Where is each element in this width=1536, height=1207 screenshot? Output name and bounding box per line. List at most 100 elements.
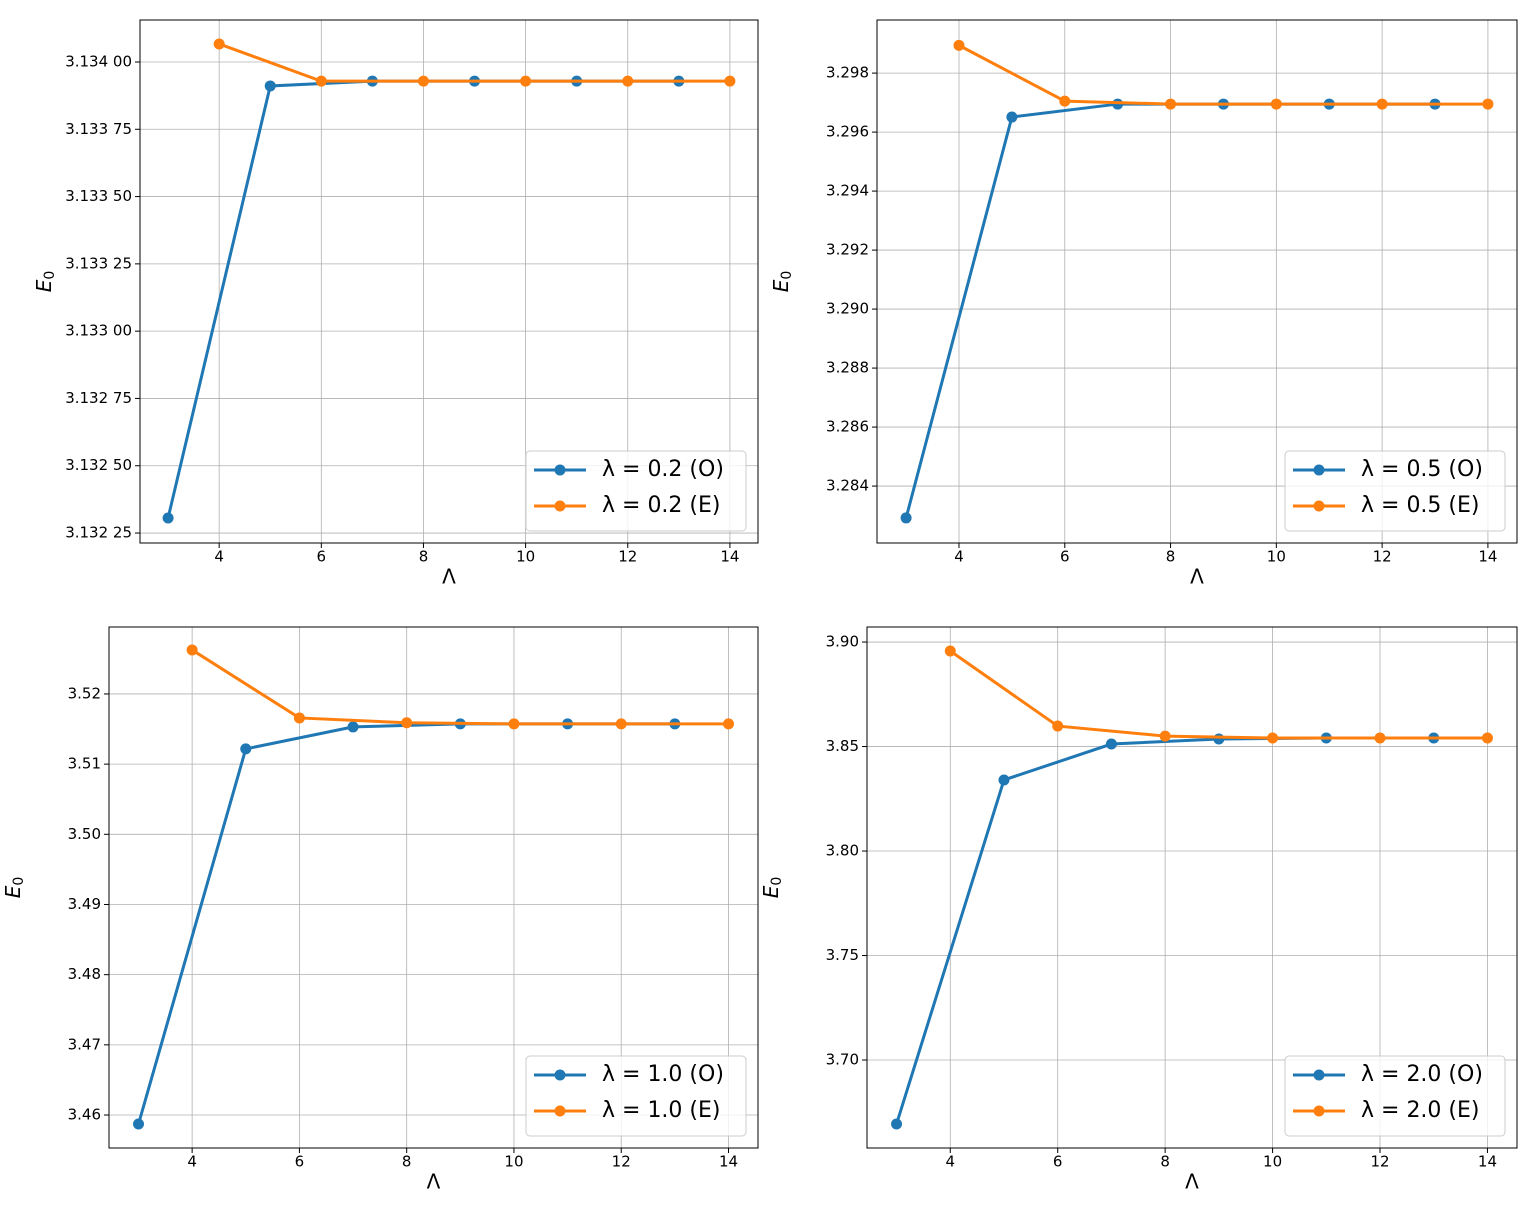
data-point: [900, 512, 912, 524]
y-tick-label: 3.48: [68, 965, 101, 983]
data-point: [520, 75, 532, 87]
x-tick-label: 6: [1060, 548, 1070, 566]
legend-label: λ = 0.2 (E): [602, 493, 721, 518]
y-axis-label-main: E: [1, 885, 25, 898]
y-tick-label: 3.132 75: [65, 389, 132, 407]
data-point: [1376, 98, 1388, 110]
y-axis-label-main: E: [32, 279, 56, 292]
data-point: [213, 38, 225, 50]
data-point: [1059, 95, 1071, 107]
y-tick-label: 3.70: [826, 1051, 859, 1069]
x-tick-label: 4: [187, 1153, 197, 1171]
legend-label: λ = 1.0 (E): [602, 1098, 721, 1123]
data-point: [1374, 732, 1386, 744]
y-tick-label: 3.85: [826, 737, 859, 755]
y-tick-label: 3.133 25: [65, 254, 132, 272]
x-tick-label: 12: [612, 1153, 631, 1171]
y-tick-label: 3.290: [826, 300, 869, 318]
data-point: [401, 717, 413, 729]
data-point: [944, 645, 956, 657]
data-point: [417, 75, 429, 87]
data-point: [615, 718, 627, 730]
y-tick-label: 3.46: [68, 1106, 101, 1124]
data-point: [622, 75, 634, 87]
data-point: [1270, 98, 1282, 110]
legend-label: λ = 0.5 (O): [1361, 457, 1483, 482]
x-tick-label: 14: [719, 1153, 738, 1171]
x-tick-label: 10: [1267, 548, 1286, 566]
axes-frame: [108, 626, 759, 1149]
axes-frame: [139, 19, 759, 544]
series-line: [218, 42, 730, 83]
y-axis-label-main: E: [769, 279, 793, 292]
data-point: [1006, 111, 1018, 123]
data-point: [133, 1118, 144, 1130]
y-tick-label: 3.294: [826, 182, 869, 200]
data-point: [953, 39, 965, 51]
data-point: [724, 75, 736, 87]
y-axis-label: E0: [1, 877, 28, 899]
axes: 4 6 8 10 12 14 3.284 3.286 3.288 3.290 3.292 3.294 3…: [769, 19, 1518, 589]
x-axis-label: Λ: [442, 565, 456, 589]
y-tick-label: 3.286: [826, 418, 869, 436]
legend-marker: [1313, 500, 1325, 512]
data-point: [508, 718, 520, 730]
legend-marker: [1313, 1069, 1325, 1081]
legend-marker: [554, 1069, 566, 1081]
legend-marker: [554, 500, 566, 512]
x-axis-label: Λ: [1185, 1170, 1199, 1194]
y-tick-label: 3.296: [826, 123, 869, 141]
data-point: [293, 712, 305, 724]
y-tick-label: 3.288: [826, 359, 869, 377]
y-tick-label: 3.292: [826, 241, 869, 259]
y-axis-label-subscript: 0: [769, 877, 785, 886]
y-tick-label: 3.49: [68, 895, 101, 913]
data-point: [1165, 98, 1177, 110]
x-tick-label: 4: [214, 548, 224, 566]
x-tick-label: 6: [1053, 1153, 1063, 1171]
legend-label: λ = 1.0 (O): [602, 1062, 724, 1087]
axes: 4 6 8 10 12 14 3.46 3.47 3.48 3.49 3.50 3.51 3.52 Λ E0…: [1, 626, 759, 1194]
data-point: [162, 512, 174, 524]
legend-label: λ = 2.0 (O): [1361, 1062, 1483, 1087]
legend-label: λ = 0.2 (O): [602, 457, 724, 482]
x-tick-label: 6: [317, 548, 327, 566]
x-tick-label: 6: [295, 1153, 305, 1171]
data-point: [998, 774, 1010, 786]
y-tick-label: 3.133 75: [65, 120, 132, 138]
x-tick-label: 12: [618, 548, 637, 566]
y-tick-label: 3.284: [826, 477, 869, 495]
y-axis-label-subscript: 0: [42, 271, 58, 280]
x-tick-label: 10: [504, 1153, 523, 1171]
axes: 4 6 8 10 12 14 3.132 25 3.132 50 3.132 75 3.133 0…: [32, 19, 759, 589]
y-tick-label: 3.50: [68, 825, 101, 843]
y-tick-label: 3.132 50: [65, 456, 132, 474]
data-point: [723, 718, 734, 730]
y-tick-label: 3.52: [68, 684, 101, 702]
y-axis-label: E0: [769, 271, 796, 293]
axes-frame: [866, 626, 1518, 1149]
x-tick-label: 14: [720, 548, 739, 566]
y-tick-label: 3.51: [68, 755, 101, 773]
y-tick-label: 3.133 50: [65, 187, 132, 205]
y-tick-label: 3.298: [826, 64, 869, 82]
data-point: [240, 743, 252, 755]
series-line: [949, 649, 1488, 740]
legend-marker: [554, 464, 566, 476]
data-point: [347, 721, 359, 733]
legend-marker: [1313, 1105, 1325, 1117]
data-point: [186, 644, 198, 656]
y-tick-label: 3.47: [68, 1035, 101, 1053]
x-tick-label: 10: [1263, 1153, 1282, 1171]
x-tick-label: 8: [402, 1153, 412, 1171]
y-axis-label-main: E: [759, 885, 783, 898]
y-tick-label: 3.133 00: [65, 322, 132, 340]
axes-frame: [876, 19, 1518, 544]
axes: 4 6 8 10 12 14 3.70 3.75 3.80 3.85 3.90 Λ E0 λ = 2.0 …: [759, 626, 1518, 1194]
x-tick-label: 10: [516, 548, 535, 566]
series-line: [191, 648, 729, 726]
data-point: [1105, 738, 1117, 750]
x-tick-label: 4: [945, 1153, 955, 1171]
data-point: [1213, 733, 1225, 745]
